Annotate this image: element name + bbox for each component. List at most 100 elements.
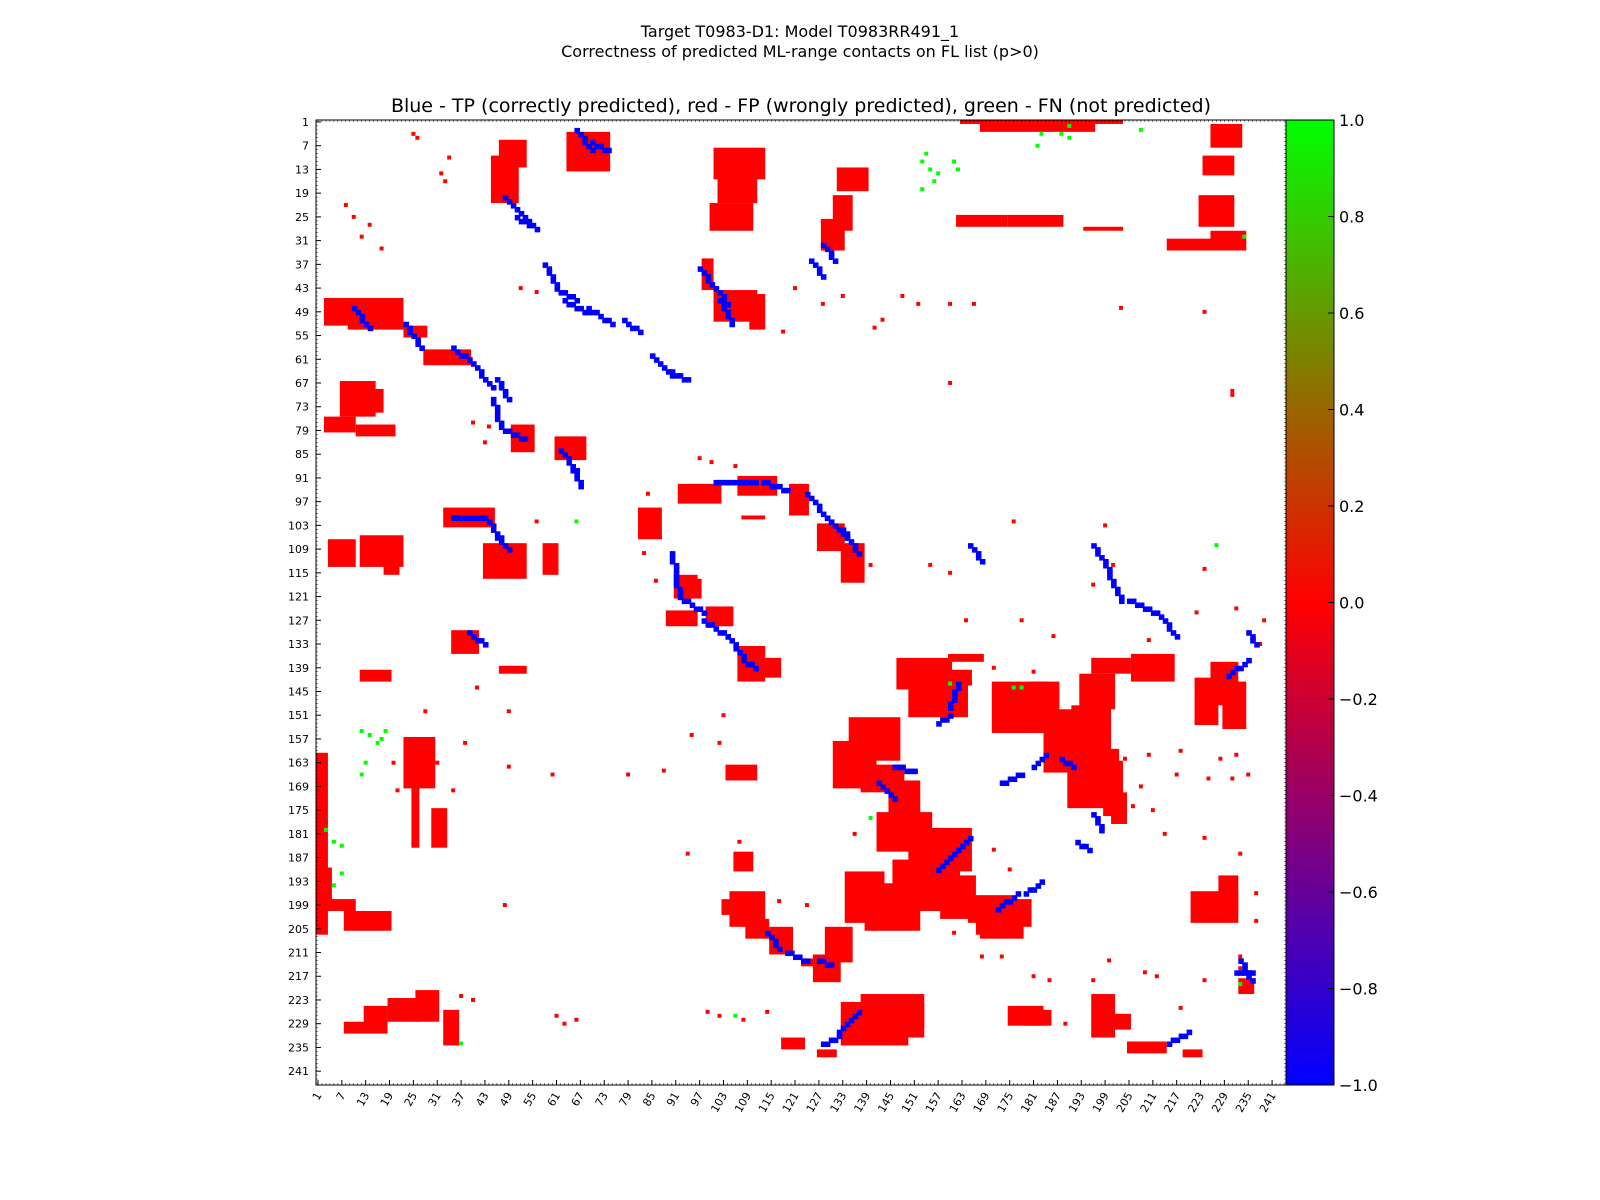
tp-cell <box>836 1033 843 1040</box>
tp-cell <box>574 468 580 474</box>
tp-cell <box>1166 622 1173 628</box>
tp-cell <box>526 218 533 225</box>
tp-cell <box>733 642 739 648</box>
tp-cell <box>630 325 636 332</box>
fp-cell <box>1111 562 1116 567</box>
tp-cell <box>908 768 914 775</box>
fp-cell <box>395 788 400 793</box>
fp-cell <box>379 246 384 251</box>
y-axis: 1 7 13 19 25 31 37 43 49 55 61 67 73 79 85 91 97 103 109 11… <box>288 116 321 1078</box>
tp-cell <box>848 1017 855 1024</box>
fp-region <box>482 543 527 579</box>
tp-cell <box>455 515 461 522</box>
fn-cell <box>331 839 336 844</box>
y-tick-label: 109 <box>288 543 309 556</box>
tp-cell <box>804 958 811 964</box>
tp-cell <box>812 499 819 506</box>
x-tick-label: 61 <box>545 1090 563 1109</box>
tp-cell <box>749 661 755 668</box>
tp-cell <box>359 317 366 324</box>
fn-cell <box>956 167 961 172</box>
tp-cell <box>411 333 417 340</box>
tp-cell <box>840 527 847 533</box>
tp-cell <box>952 689 958 696</box>
tp-cell <box>1246 657 1252 664</box>
fp-region <box>415 990 440 1022</box>
tp-cell <box>669 551 676 557</box>
tp-cell <box>578 483 584 490</box>
fp-region <box>709 203 754 231</box>
tp-cell <box>816 266 823 272</box>
x-tick-label: 73 <box>593 1090 611 1109</box>
tp-cell <box>582 309 588 316</box>
tp-cell <box>852 547 859 553</box>
fp-region <box>789 483 809 516</box>
tp-cell <box>558 448 565 454</box>
fp-cell <box>562 1021 567 1026</box>
tp-cell <box>1166 1041 1173 1048</box>
fp-cell <box>689 733 694 737</box>
fp-region <box>1194 677 1219 726</box>
fp-cell <box>1174 772 1179 777</box>
tp-cell <box>729 321 736 328</box>
tp-cell <box>594 309 600 316</box>
tp-cell <box>741 479 747 486</box>
fp-region <box>542 543 559 575</box>
fp-region <box>1210 123 1243 148</box>
tp-cell <box>498 384 505 391</box>
fp-cell <box>506 764 511 769</box>
fp-region <box>1083 226 1124 231</box>
tp-cell <box>741 653 747 660</box>
fp-region <box>403 325 428 338</box>
tp-cell <box>967 835 974 842</box>
fp-cell <box>1238 954 1243 959</box>
tp-cell <box>1007 899 1014 905</box>
tp-cell <box>753 665 759 672</box>
tp-cell <box>355 309 362 316</box>
fn-cell <box>339 871 344 876</box>
fp-cell <box>518 286 523 291</box>
fp-region <box>713 147 766 180</box>
tp-cell <box>574 127 580 134</box>
colorbar-tick-label: 0.6 <box>1339 304 1364 323</box>
tp-cell <box>753 479 759 486</box>
tp-cell <box>773 938 779 945</box>
x-tick-label: 67 <box>569 1090 587 1109</box>
tp-cell <box>1011 895 1018 901</box>
fn-cell <box>1019 685 1024 690</box>
tp-cell <box>824 962 831 968</box>
fp-cell <box>999 954 1004 959</box>
tp-cell <box>1119 598 1125 605</box>
tp-cell <box>566 456 573 462</box>
tp-cell <box>1238 665 1244 672</box>
tp-cell <box>506 547 513 553</box>
tp-cell <box>407 325 413 332</box>
fp-cell <box>963 618 968 623</box>
tp-cell <box>590 147 596 154</box>
tp-cell <box>570 468 576 474</box>
colorbar-tick-label: 0.8 <box>1339 208 1364 227</box>
tp-cell <box>713 626 720 632</box>
tp-cell <box>681 377 688 383</box>
colorbar-tick-label: −1.0 <box>1339 1076 1378 1095</box>
tp-cell <box>940 717 946 723</box>
tp-cell <box>1234 970 1240 976</box>
fp-cell <box>979 954 984 959</box>
tp-cell <box>677 373 684 379</box>
tp-cell <box>490 400 497 407</box>
tp-cell <box>463 353 469 359</box>
fp-region <box>387 997 420 1022</box>
y-tick-label: 67 <box>295 377 309 390</box>
fp-cell <box>459 994 464 998</box>
tp-cell <box>789 950 795 957</box>
tp-cell <box>677 586 684 593</box>
fp-cell <box>1258 642 1263 647</box>
tp-cell <box>574 297 580 304</box>
tp-cell <box>701 618 708 624</box>
fp-cell <box>351 214 356 219</box>
fp-region <box>327 539 356 567</box>
fp-cell <box>661 768 666 773</box>
tp-cell <box>566 294 573 300</box>
tp-cell <box>506 199 513 205</box>
fp-cell <box>1202 309 1207 314</box>
